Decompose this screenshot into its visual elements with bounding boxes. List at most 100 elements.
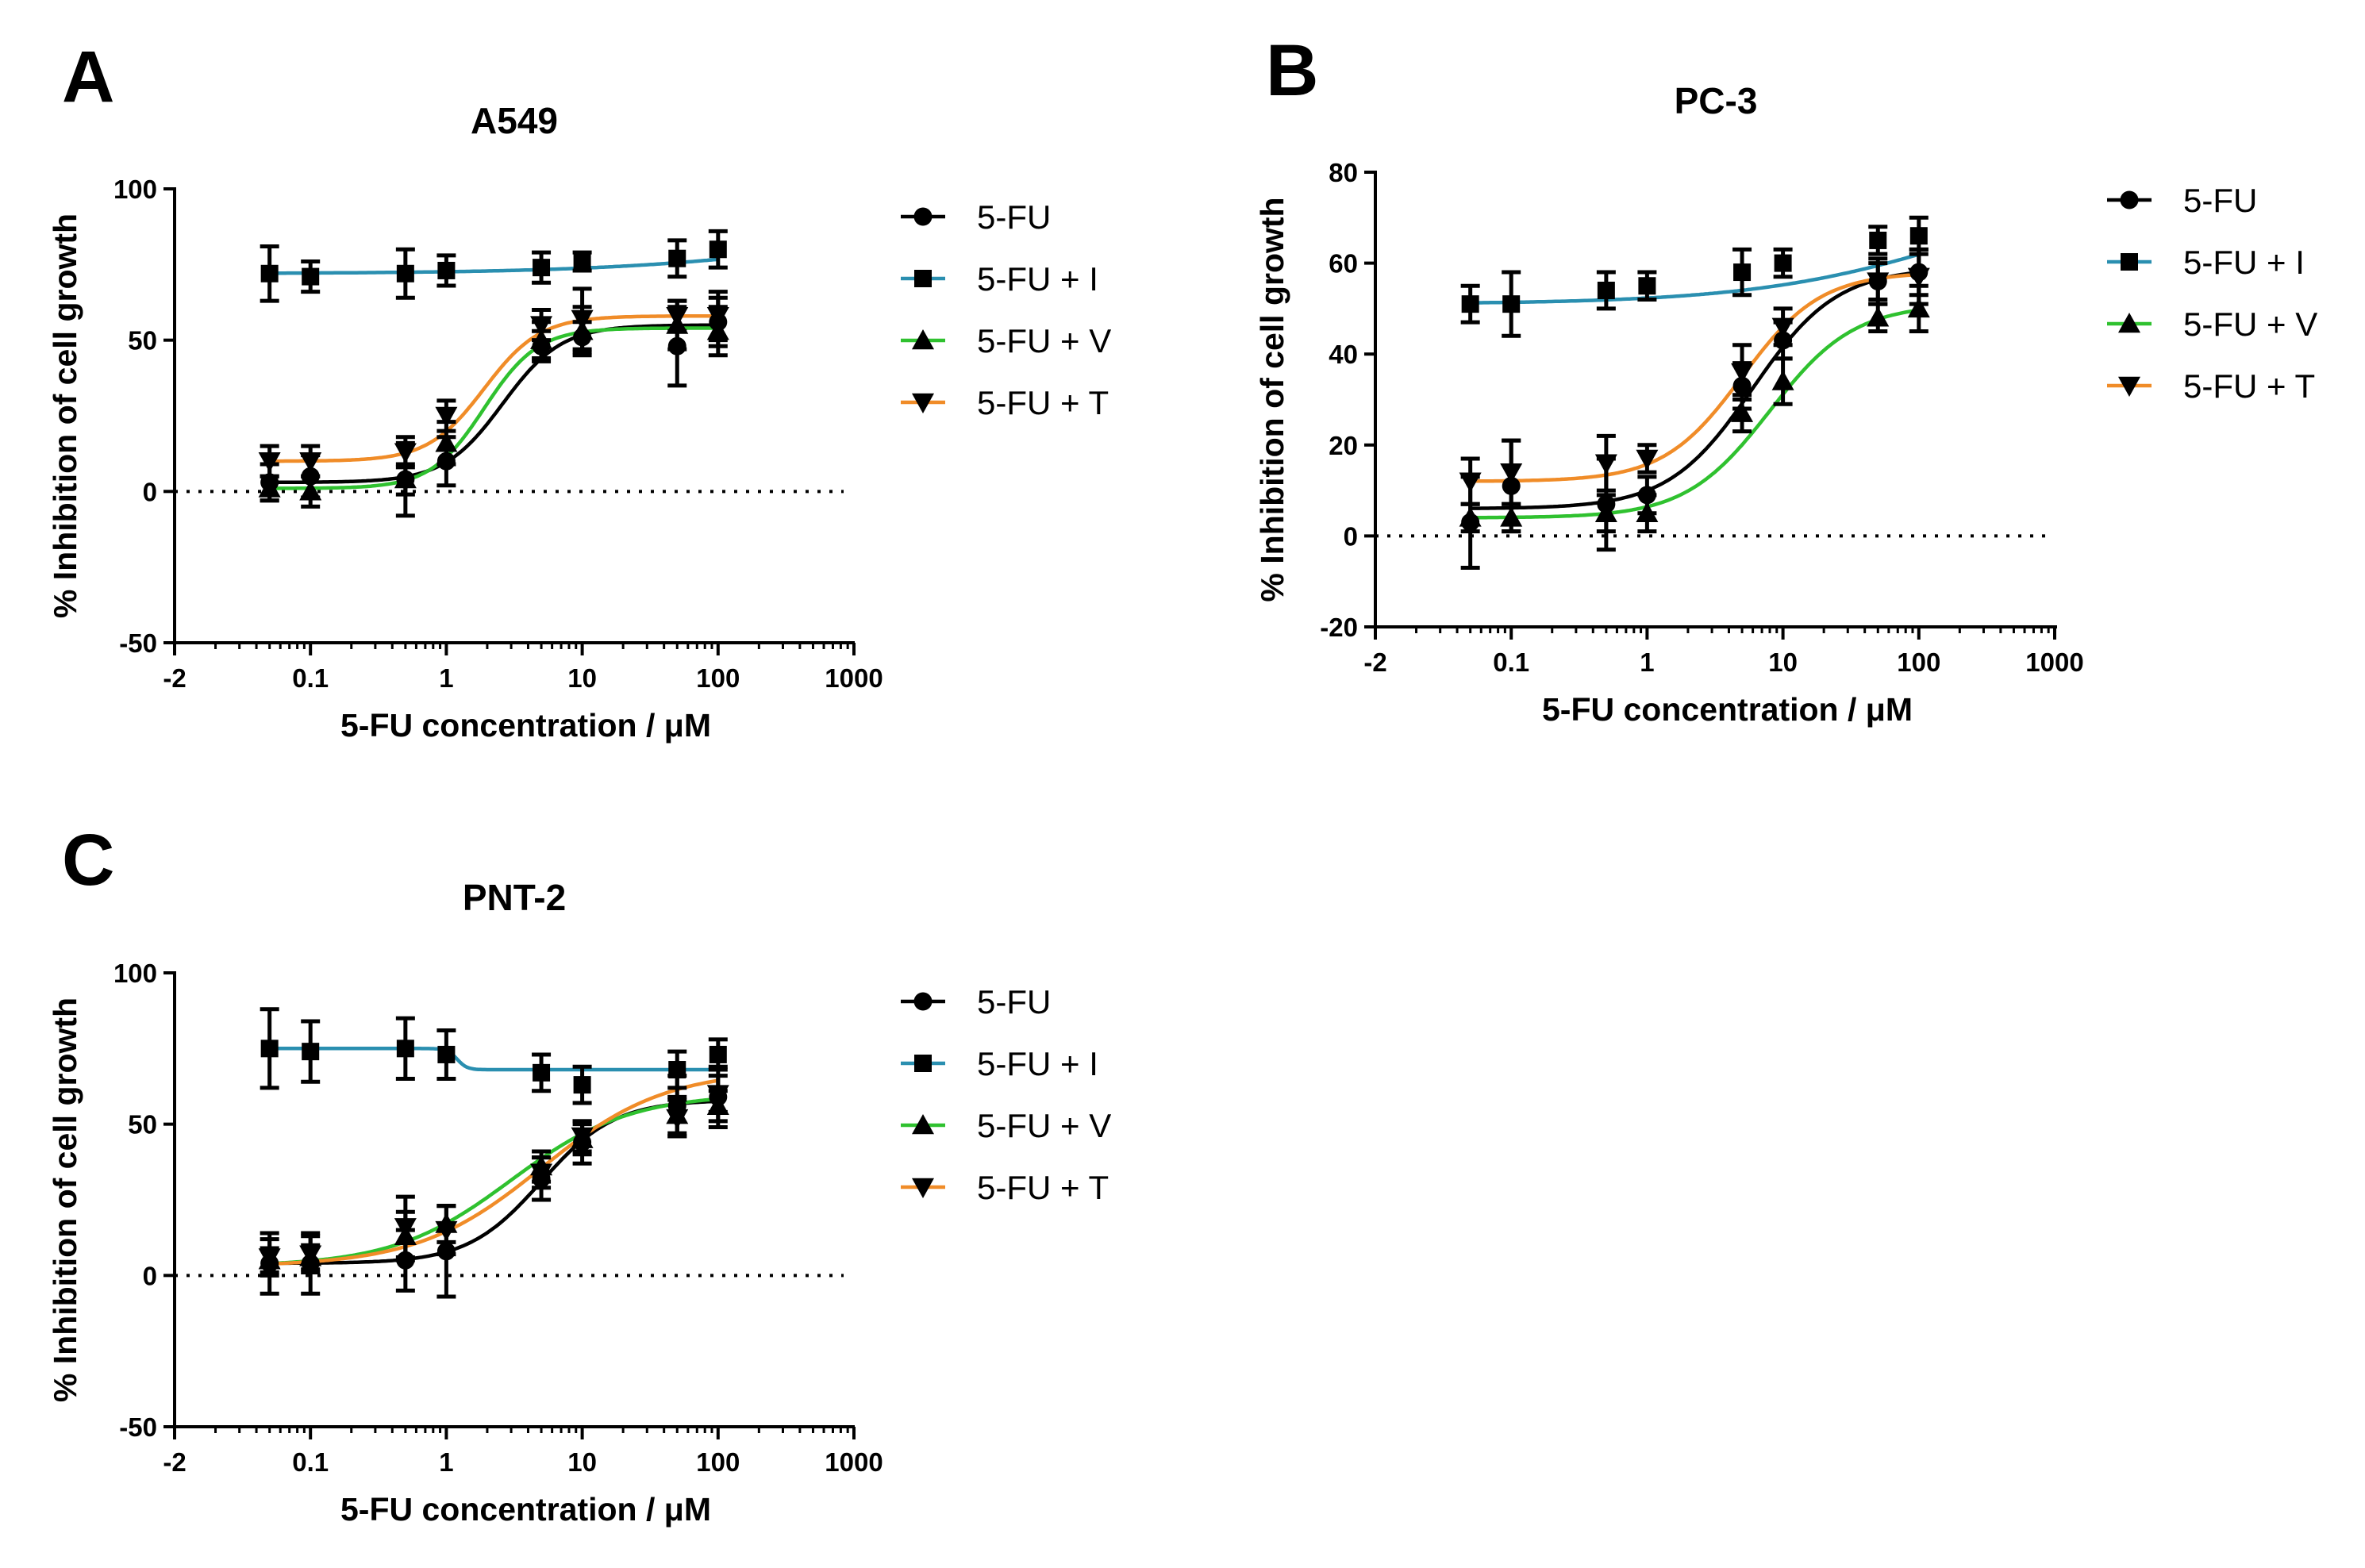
x-tick-label: 0.1: [292, 663, 329, 693]
x-axis-label: 5-FU concentration / μM: [340, 707, 711, 744]
fit-curve-3: [269, 313, 718, 463]
data-point: [1771, 317, 1794, 338]
series-points-2: [1459, 283, 1930, 534]
x-tick-label: 100: [1897, 648, 1940, 677]
chart-panel-c: C PNT-2 -50 0 50 100 -2 0.1 1 10 100 1000 5-FU conce…: [47, 820, 1111, 1528]
series-points-1: [1460, 215, 1929, 338]
y-axis-label: % Inhibition of cell growth: [47, 997, 83, 1402]
data-point: [1636, 502, 1659, 522]
data-point: [299, 480, 322, 501]
y-tick-label: 80: [1329, 158, 1358, 187]
y-tick-label: 60: [1329, 249, 1358, 279]
series-points-1: [260, 229, 728, 303]
x-tick-label: 1000: [825, 1447, 883, 1477]
data-point: [260, 1040, 279, 1058]
data-point: [1771, 370, 1794, 390]
panel-letter: C: [62, 820, 114, 901]
legend-label: 5-FU + I: [977, 1045, 1098, 1082]
legend-label: 5-FU: [977, 983, 1051, 1020]
data-point: [1733, 263, 1752, 282]
panel-letter: A: [62, 37, 114, 117]
data-point: [1502, 295, 1521, 313]
data-point: [1461, 295, 1479, 313]
data-point: [571, 1127, 594, 1147]
fit-curve-2: [269, 326, 718, 490]
data-point: [668, 1061, 686, 1079]
legend-marker: [914, 270, 932, 287]
data-point: [666, 306, 689, 328]
legend-label: 5-FU + V: [2183, 306, 2317, 343]
y-tick-label: 100: [113, 175, 157, 204]
data-point: [530, 1163, 553, 1184]
data-point: [1907, 267, 1930, 288]
data-point: [1907, 297, 1930, 318]
x-tick-label: 1000: [2025, 648, 2083, 677]
legend-label: 5-FU + T: [977, 384, 1109, 421]
legend-label: 5-FU + V: [977, 1107, 1111, 1144]
legend-label: 5-FU + I: [2183, 244, 2305, 281]
fit-curve-1: [269, 1047, 718, 1072]
y-tick-label: -50: [119, 628, 157, 658]
fit-curve-0: [1470, 270, 1920, 510]
data-point: [1636, 449, 1659, 470]
x-tick-label: 1000: [825, 663, 883, 693]
series-points-3: [1459, 247, 1930, 506]
panel-letter: B: [1266, 30, 1318, 111]
series-points-3: [258, 286, 729, 478]
x-tick-label: -2: [163, 1447, 186, 1477]
data-point: [1638, 277, 1656, 295]
legend-marker: [913, 992, 933, 1011]
y-tick-label: 0: [1344, 521, 1358, 551]
legend-label: 5-FU: [977, 198, 1051, 236]
x-tick-label: 1: [439, 1447, 453, 1477]
legend-label: 5-FU + V: [977, 322, 1111, 359]
data-point: [1731, 363, 1754, 384]
data-point: [435, 1220, 458, 1242]
x-tick-label: 10: [567, 1447, 597, 1477]
x-tick-label: 10: [1768, 648, 1798, 677]
y-tick-label: 100: [113, 959, 157, 988]
data-point: [302, 267, 320, 286]
data-point: [1867, 306, 1890, 327]
y-tick-label: -20: [1320, 613, 1358, 642]
legend-marker: [912, 1178, 934, 1198]
data-point: [302, 1043, 320, 1061]
y-axis-label: % Inhibition of cell growth: [1254, 197, 1290, 601]
data-point: [437, 1045, 456, 1063]
x-axis-label: 5-FU concentration / μM: [1542, 691, 1913, 728]
data-point: [1597, 281, 1615, 299]
data-point: [668, 249, 686, 267]
data-point: [530, 316, 553, 336]
data-point: [1774, 254, 1792, 272]
series-points-3: [258, 1074, 729, 1278]
data-point: [709, 1045, 727, 1063]
data-point: [1909, 227, 1928, 245]
series-points-2: [258, 1089, 729, 1275]
data-point: [1867, 272, 1890, 293]
fit-curve-3: [269, 1078, 719, 1266]
data-point: [709, 240, 727, 259]
data-point: [1500, 506, 1523, 527]
fit-curve-3: [1470, 272, 1919, 483]
data-point: [435, 406, 458, 427]
legend-marker: [912, 1114, 934, 1135]
x-tick-label: 1: [439, 663, 453, 693]
chart-title: PC-3: [1675, 80, 1758, 121]
legend-marker: [2118, 313, 2140, 333]
data-point: [571, 309, 594, 330]
y-tick-label: 0: [143, 477, 157, 506]
legend-label: 5-FU + T: [2183, 367, 2315, 405]
y-tick-label: 40: [1329, 340, 1358, 369]
x-tick-label: 0.1: [292, 1447, 329, 1477]
chart-panel-a: A A549 -50 0 50 100 -2 0.1 1 10 100 1000 5-FU concen…: [47, 37, 1111, 744]
x-tick-label: 100: [696, 1447, 740, 1477]
y-tick-label: -50: [119, 1412, 157, 1442]
fit-curve-2: [269, 1097, 718, 1266]
data-point: [394, 468, 417, 489]
legend: 5-FU 5-FU + I 5-FU + V 5-FU + T: [901, 198, 1111, 421]
legend-label: 5-FU: [2183, 182, 2257, 219]
legend-label: 5-FU + I: [977, 260, 1098, 298]
legend: 5-FU 5-FU + I 5-FU + V 5-FU + T: [901, 983, 1111, 1206]
legend-marker: [914, 1055, 932, 1072]
